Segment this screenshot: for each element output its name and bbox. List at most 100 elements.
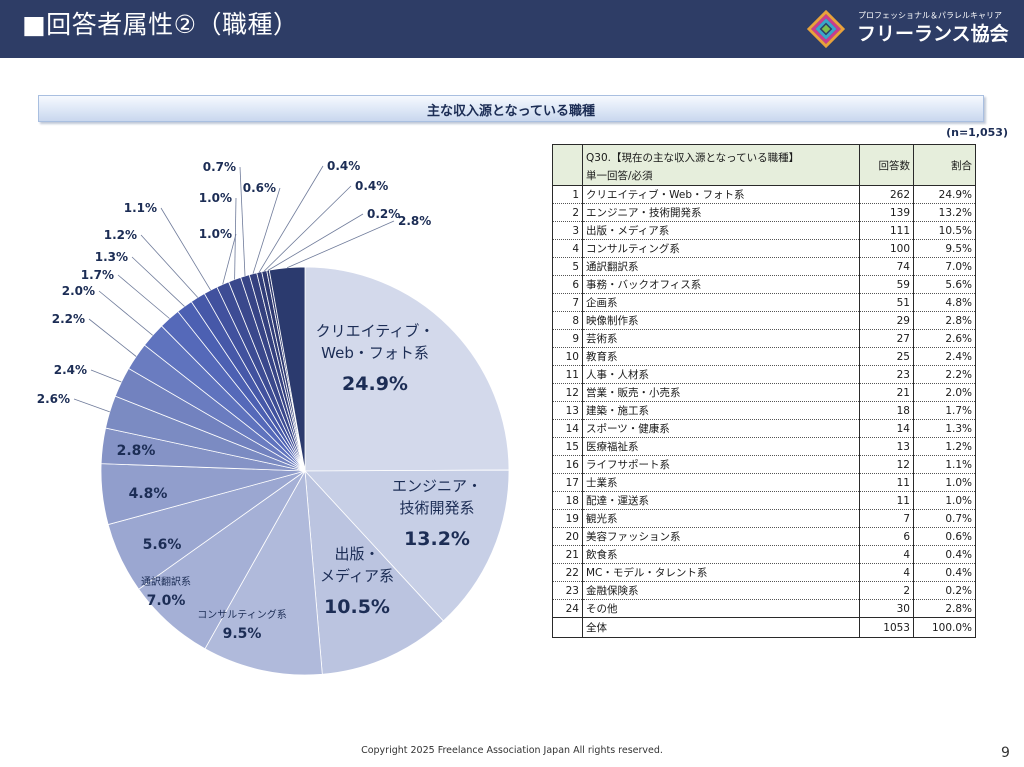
slice-name-label: クリエイティブ・ bbox=[316, 322, 435, 340]
table-row: 21 飲食系 4 0.4% bbox=[552, 545, 976, 564]
slice-name-label: 出版・ bbox=[334, 545, 379, 563]
row-pct-cell: 13.2% bbox=[913, 203, 976, 222]
row-count-cell: 12 bbox=[859, 455, 914, 474]
row-category-cell: 建築・施工系 bbox=[582, 401, 860, 420]
table-row: 4 コンサルティング系 100 9.5% bbox=[552, 239, 976, 258]
row-category-cell: ライフサポート系 bbox=[582, 455, 860, 474]
row-no-cell: 8 bbox=[552, 311, 583, 330]
sample-size-label: (n=1,053) bbox=[946, 126, 1008, 139]
leader-line bbox=[98, 290, 153, 336]
row-pct-cell: 2.2% bbox=[913, 365, 976, 384]
row-count-cell: 4 bbox=[859, 545, 914, 564]
row-count-cell: 139 bbox=[859, 203, 914, 222]
row-no-cell: 11 bbox=[552, 365, 583, 384]
table-row: 16 ライフサポート系 12 1.1% bbox=[552, 455, 976, 474]
outer-pct-label: 2.4% bbox=[54, 363, 87, 377]
row-count-cell: 262 bbox=[859, 185, 914, 204]
row-no-cell: 2 bbox=[552, 203, 583, 222]
row-category-cell: 人事・人材系 bbox=[582, 365, 860, 384]
table-row: 17 士業系 11 1.0% bbox=[552, 473, 976, 492]
total-label-cell: 全体 bbox=[582, 617, 860, 638]
slice-pct-label: 7.0% bbox=[147, 593, 186, 609]
chart-title-banner: 主な収入源となっている職種 bbox=[38, 95, 984, 122]
row-pct-cell: 1.2% bbox=[913, 437, 976, 456]
row-category-cell: 医療福祉系 bbox=[582, 437, 860, 456]
row-no-cell: 19 bbox=[552, 509, 583, 528]
leader-line bbox=[234, 197, 237, 280]
outer-pct-label: 1.2% bbox=[104, 228, 137, 242]
row-category-cell: 飲食系 bbox=[582, 545, 860, 564]
row-pct-cell: 5.6% bbox=[913, 275, 976, 294]
row-no-cell: 23 bbox=[552, 581, 583, 600]
table-row: 11 人事・人材系 23 2.2% bbox=[552, 365, 976, 384]
outer-pct-label: 2.6% bbox=[37, 392, 70, 406]
question-subtext: 単一回答/必須 bbox=[586, 170, 653, 182]
slice-name-label: エンジニア・ bbox=[392, 477, 482, 495]
table-row: 22 MC・モデル・タレント系 4 0.4% bbox=[552, 563, 976, 582]
table-row: 20 美容ファッション系 6 0.6% bbox=[552, 527, 976, 546]
row-category-cell: 教育系 bbox=[582, 347, 860, 366]
table-body: 1 クリエイティブ・Web・フォト系 262 24.9% 2 エンジニア・技術開発系 139… bbox=[552, 185, 976, 618]
slice-pct-label: 13.2% bbox=[404, 528, 470, 550]
header-pct-cell: 割合 bbox=[913, 144, 976, 186]
slice-pct-label: 10.5% bbox=[324, 596, 390, 618]
row-category-cell: クリエイティブ・Web・フォト系 bbox=[582, 185, 860, 204]
outer-pct-label: 0.6% bbox=[243, 181, 276, 195]
row-category-cell: 営業・販売・小売系 bbox=[582, 383, 860, 402]
row-pct-cell: 9.5% bbox=[913, 239, 976, 258]
row-pct-cell: 2.0% bbox=[913, 383, 976, 402]
header-no-cell bbox=[552, 144, 583, 186]
row-pct-cell: 1.1% bbox=[913, 455, 976, 474]
leader-line bbox=[286, 220, 395, 269]
row-category-cell: その他 bbox=[582, 599, 860, 618]
row-pct-cell: 1.0% bbox=[913, 491, 976, 510]
row-pct-cell: 2.6% bbox=[913, 329, 976, 348]
row-count-cell: 21 bbox=[859, 383, 914, 402]
row-pct-cell: 1.3% bbox=[913, 419, 976, 438]
outer-pct-label: 1.7% bbox=[81, 268, 114, 282]
row-category-cell: 事務・バックオフィス系 bbox=[582, 275, 860, 294]
slice-name-label: 通訳翻訳系 bbox=[141, 575, 191, 588]
leader-line bbox=[258, 165, 324, 273]
row-count-cell: 29 bbox=[859, 311, 914, 330]
leader-line bbox=[263, 185, 352, 272]
chart-title: 主な収入源となっている職種 bbox=[427, 104, 595, 119]
row-count-cell: 23 bbox=[859, 365, 914, 384]
table-row: 8 映像制作系 29 2.8% bbox=[552, 311, 976, 330]
slice-name-label: Web・フォト系 bbox=[321, 344, 429, 362]
row-pct-cell: 4.8% bbox=[913, 293, 976, 312]
outer-pct-label: 1.0% bbox=[199, 191, 232, 205]
outer-pct-label: 1.3% bbox=[95, 250, 128, 264]
pie-slice bbox=[204, 469, 323, 676]
slice-pct-label: 5.6% bbox=[143, 537, 182, 553]
pie-slice bbox=[304, 469, 444, 675]
leader-line bbox=[117, 274, 170, 319]
row-pct-cell: 0.4% bbox=[913, 563, 976, 582]
table-row: 6 事務・バックオフィス系 59 5.6% bbox=[552, 275, 976, 294]
row-category-cell: 美容ファッション系 bbox=[582, 527, 860, 546]
row-no-cell: 24 bbox=[552, 599, 583, 618]
pie-slice bbox=[304, 266, 510, 472]
row-no-cell: 1 bbox=[552, 185, 583, 204]
pie-slice bbox=[304, 469, 510, 622]
table-row: 14 スポーツ・健康系 14 1.3% bbox=[552, 419, 976, 438]
table-row: 23 金融保険系 2 0.2% bbox=[552, 581, 976, 600]
table-row: 3 出版・メディア系 111 10.5% bbox=[552, 221, 976, 240]
row-category-cell: 士業系 bbox=[582, 473, 860, 492]
outer-pct-label: 2.8% bbox=[398, 214, 431, 228]
table-row: 2 エンジニア・技術開発系 139 13.2% bbox=[552, 203, 976, 222]
leader-line bbox=[252, 187, 281, 274]
header-question-cell: Q30.【現在の主な収入源となっている職種】 単一回答/必須 bbox=[582, 144, 860, 186]
row-pct-cell: 1.7% bbox=[913, 401, 976, 420]
row-no-cell: 16 bbox=[552, 455, 583, 474]
row-no-cell: 4 bbox=[552, 239, 583, 258]
outer-pct-label: 1.0% bbox=[199, 227, 232, 241]
slice-pct-label: 4.8% bbox=[129, 486, 168, 502]
table-row: 15 医療福祉系 13 1.2% bbox=[552, 437, 976, 456]
outer-pct-label: 0.2% bbox=[367, 207, 400, 221]
leader-line bbox=[267, 213, 364, 271]
outer-pct-label: 2.2% bbox=[52, 312, 85, 326]
leader-line bbox=[131, 256, 185, 307]
table-row: 5 通訳翻訳系 74 7.0% bbox=[552, 257, 976, 276]
row-category-cell: MC・モデル・タレント系 bbox=[582, 563, 860, 582]
